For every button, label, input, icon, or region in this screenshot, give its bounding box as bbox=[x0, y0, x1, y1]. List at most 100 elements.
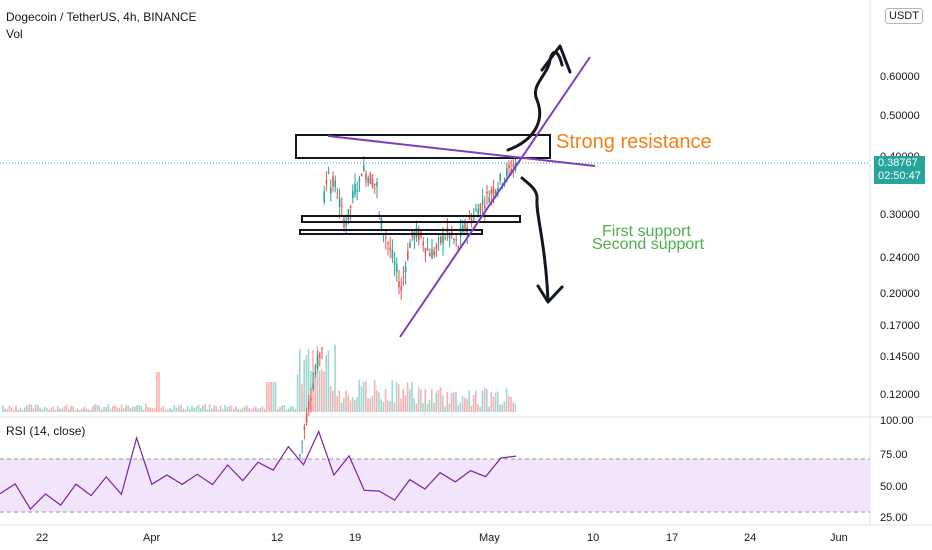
volume-bar bbox=[224, 405, 226, 412]
volume-bar bbox=[455, 392, 457, 412]
volume-bar bbox=[255, 406, 257, 412]
candle-body bbox=[308, 401, 310, 410]
volume-bar bbox=[475, 390, 477, 412]
volume-bar bbox=[118, 408, 121, 412]
candle-body bbox=[453, 239, 455, 241]
volume-bar bbox=[202, 405, 204, 412]
volume-bar bbox=[10, 407, 13, 412]
candle-body bbox=[396, 264, 398, 272]
volume-bar bbox=[492, 396, 495, 412]
candle-body bbox=[365, 173, 367, 181]
volume-bar bbox=[409, 389, 411, 412]
main-pane[interactable] bbox=[0, 0, 870, 416]
volume-bar bbox=[266, 382, 268, 412]
volume-bar bbox=[167, 409, 169, 412]
volume-bar bbox=[180, 404, 182, 412]
candle-body bbox=[422, 241, 424, 246]
volume-bar bbox=[505, 388, 508, 412]
volume-bar bbox=[499, 404, 501, 412]
volume-bar bbox=[384, 388, 387, 412]
candle-body bbox=[369, 173, 372, 185]
volume-bar bbox=[114, 405, 116, 412]
volume-bar bbox=[472, 395, 475, 412]
candle-body bbox=[347, 209, 350, 221]
rsi-tick: 50.00 bbox=[880, 481, 908, 493]
rising-trendline[interactable] bbox=[399, 56, 591, 338]
volume-bar bbox=[299, 348, 301, 412]
second-support-box[interactable] bbox=[299, 229, 483, 235]
volume-bar bbox=[446, 391, 448, 412]
volume-bar bbox=[204, 404, 206, 412]
candle-body bbox=[343, 218, 345, 228]
candle-body bbox=[433, 251, 435, 256]
date-tick: 10 bbox=[587, 532, 599, 544]
volume-bar bbox=[2, 405, 4, 412]
currency-badge[interactable]: USDT bbox=[885, 8, 923, 24]
volume-bar bbox=[127, 405, 129, 412]
volume-bar bbox=[382, 401, 385, 412]
volume-bar bbox=[327, 350, 330, 412]
volume-bar bbox=[74, 409, 77, 412]
volume-bar bbox=[281, 405, 283, 412]
volume-bar bbox=[211, 408, 213, 412]
volume-bar bbox=[125, 405, 127, 412]
volume-bar bbox=[160, 407, 162, 412]
volume-bar bbox=[479, 406, 481, 412]
volume-bar bbox=[54, 409, 57, 412]
resistance-zone-box[interactable] bbox=[295, 134, 551, 159]
volume-bar bbox=[41, 408, 44, 412]
candle-body bbox=[418, 229, 420, 241]
volume-bar bbox=[402, 388, 404, 412]
volume-bar bbox=[433, 402, 435, 412]
volume-bar bbox=[345, 390, 347, 412]
volume-bar bbox=[362, 381, 365, 412]
volume-bar bbox=[431, 389, 433, 412]
volume-bar bbox=[371, 395, 374, 412]
candle-body bbox=[310, 398, 312, 401]
volume-bar bbox=[230, 405, 233, 412]
volume-bar bbox=[233, 409, 235, 412]
volume-bar bbox=[90, 409, 92, 412]
candle-body bbox=[354, 183, 356, 195]
candle-body bbox=[356, 189, 358, 192]
volume-bar bbox=[24, 407, 26, 412]
candle-body bbox=[325, 180, 328, 184]
volume-bar bbox=[109, 408, 112, 412]
candle-body bbox=[512, 164, 515, 167]
volume-bar bbox=[296, 374, 299, 412]
volume-bar bbox=[191, 405, 193, 412]
rsi-label: RSI (14, close) bbox=[6, 424, 86, 438]
first-support-box[interactable] bbox=[301, 215, 521, 223]
volume-bar bbox=[461, 396, 464, 412]
volume-bar bbox=[171, 409, 173, 412]
volume-bar bbox=[200, 407, 202, 412]
date-tick: 12 bbox=[271, 532, 283, 544]
candle-body bbox=[503, 178, 506, 183]
volume-bar bbox=[252, 407, 255, 412]
candle-body bbox=[462, 225, 464, 233]
volume-bar bbox=[483, 387, 486, 412]
volume-bar bbox=[398, 384, 400, 412]
volume-bar bbox=[466, 398, 468, 412]
volume-bar bbox=[468, 390, 470, 412]
candle-body bbox=[492, 187, 495, 195]
volume-bar bbox=[257, 408, 259, 412]
volume-bar bbox=[318, 370, 321, 412]
candle-body bbox=[486, 191, 488, 194]
volume-bar bbox=[156, 372, 158, 412]
volume-bar bbox=[406, 382, 409, 412]
volume-bar bbox=[63, 406, 66, 412]
volume-bar bbox=[400, 398, 402, 412]
upper-trendline[interactable] bbox=[327, 135, 596, 167]
volume-bar bbox=[323, 371, 325, 412]
candle-body bbox=[319, 353, 321, 357]
candle-body bbox=[378, 214, 380, 216]
volume-bar bbox=[101, 409, 103, 412]
volume-bar bbox=[453, 392, 455, 412]
volume-bar bbox=[85, 408, 88, 412]
volume-bar bbox=[140, 405, 143, 412]
volume-bar bbox=[340, 402, 343, 412]
time-axis[interactable]: 22 Apr 12 19 May 10 17 24 Jun bbox=[36, 532, 848, 544]
